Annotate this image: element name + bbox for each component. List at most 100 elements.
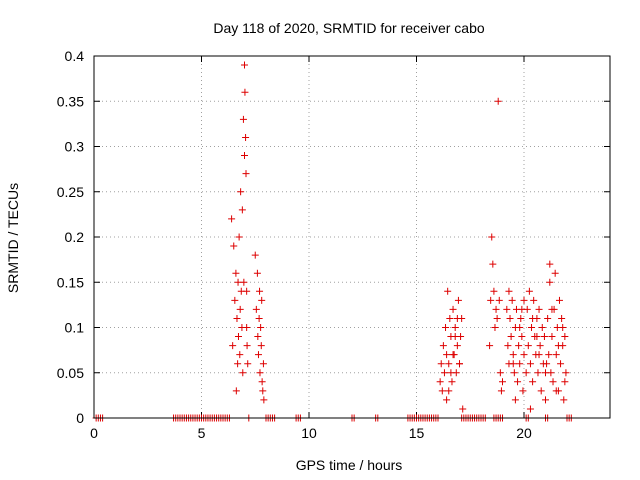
data-point: [542, 369, 549, 377]
data-point: [490, 287, 498, 295]
data-point: [447, 369, 455, 377]
x-tick-label: 0: [90, 425, 98, 441]
data-point: [497, 387, 505, 395]
data-point: [562, 369, 570, 377]
data-point: [453, 314, 461, 322]
y-tick-label: 0.2: [65, 229, 85, 245]
data-point: [449, 305, 457, 313]
data-point: [256, 287, 264, 295]
data-point: [241, 61, 248, 69]
data-point: [255, 314, 263, 322]
data-point: [514, 378, 522, 386]
data-point: [436, 378, 444, 386]
data-point: [509, 351, 517, 359]
data-point: [554, 342, 562, 350]
data-point: [252, 305, 260, 313]
data-point: [443, 396, 451, 404]
data-point: [555, 296, 563, 304]
data-point: [558, 314, 566, 322]
data-point: [549, 378, 557, 386]
data-point: [540, 333, 548, 341]
data-point: [256, 369, 264, 377]
data-point: [231, 296, 239, 304]
data-point: [520, 296, 528, 304]
data-point: [459, 405, 467, 413]
data-point: [522, 369, 530, 377]
data-point: [494, 97, 502, 105]
data-point: [235, 233, 243, 241]
data-point: [495, 296, 503, 304]
data-point: [232, 269, 240, 277]
data-points: [92, 61, 575, 422]
data-point: [443, 351, 451, 359]
data-point: [504, 342, 512, 350]
data-point: [451, 324, 459, 331]
data-point: [516, 360, 524, 368]
data-point: [448, 378, 456, 386]
data-point: [561, 333, 569, 341]
data-point: [260, 396, 268, 404]
data-point: [440, 369, 448, 377]
data-point: [524, 342, 532, 350]
data-point: [526, 405, 534, 413]
y-tick-label: 0.35: [57, 93, 84, 109]
data-point: [453, 342, 461, 350]
data-point: [509, 360, 517, 368]
x-axis-label: GPS time / hours: [296, 457, 403, 473]
data-point: [506, 314, 514, 322]
data-point: [254, 351, 262, 359]
data-point: [487, 296, 495, 304]
data-point: [492, 305, 500, 313]
data-point: [242, 133, 250, 141]
x-tick-label: 5: [198, 425, 206, 441]
data-point: [507, 333, 515, 341]
data-point: [548, 333, 556, 341]
x-tick-label: 10: [301, 425, 317, 441]
data-point: [254, 333, 262, 341]
y-tick-label: 0.15: [57, 274, 84, 290]
data-point: [234, 360, 242, 368]
data-point: [511, 396, 519, 404]
y-axis-label: SRMTID / TECUs: [5, 183, 21, 293]
data-point: [557, 360, 565, 368]
data-point: [535, 351, 543, 359]
data-point: [551, 269, 559, 277]
data-point: [259, 387, 267, 395]
data-point: [243, 324, 251, 331]
data-point: [258, 296, 266, 304]
chart-title: Day 118 of 2020, SRMTID for receiver cab…: [213, 20, 485, 36]
data-point: [508, 296, 516, 304]
data-point: [510, 369, 518, 377]
data-point: [445, 387, 453, 395]
data-point: [537, 387, 545, 395]
data-point: [446, 314, 454, 322]
data-point: [515, 342, 523, 350]
data-point: [517, 314, 525, 322]
data-point: [438, 387, 446, 395]
data-point: [445, 360, 453, 368]
data-point: [559, 324, 567, 331]
data-point: [234, 333, 242, 341]
data-point: [439, 342, 447, 350]
data-point: [505, 287, 513, 295]
data-point: [548, 305, 556, 313]
data-point: [236, 305, 244, 313]
data-point: [258, 378, 266, 386]
data-point: [496, 369, 504, 377]
data-point: [561, 378, 569, 386]
data-point: [444, 287, 452, 295]
data-point: [545, 351, 553, 359]
data-point: [454, 296, 462, 304]
data-point: [491, 324, 499, 331]
data-point: [241, 152, 248, 160]
data-point: [236, 351, 244, 359]
data-point: [493, 314, 501, 322]
data-point: [538, 324, 546, 331]
data-point: [535, 305, 543, 313]
data-point: [534, 369, 542, 377]
data-point: [253, 269, 261, 277]
grid-layer: [94, 56, 610, 418]
data-point: [486, 342, 494, 350]
data-point: [489, 260, 497, 268]
